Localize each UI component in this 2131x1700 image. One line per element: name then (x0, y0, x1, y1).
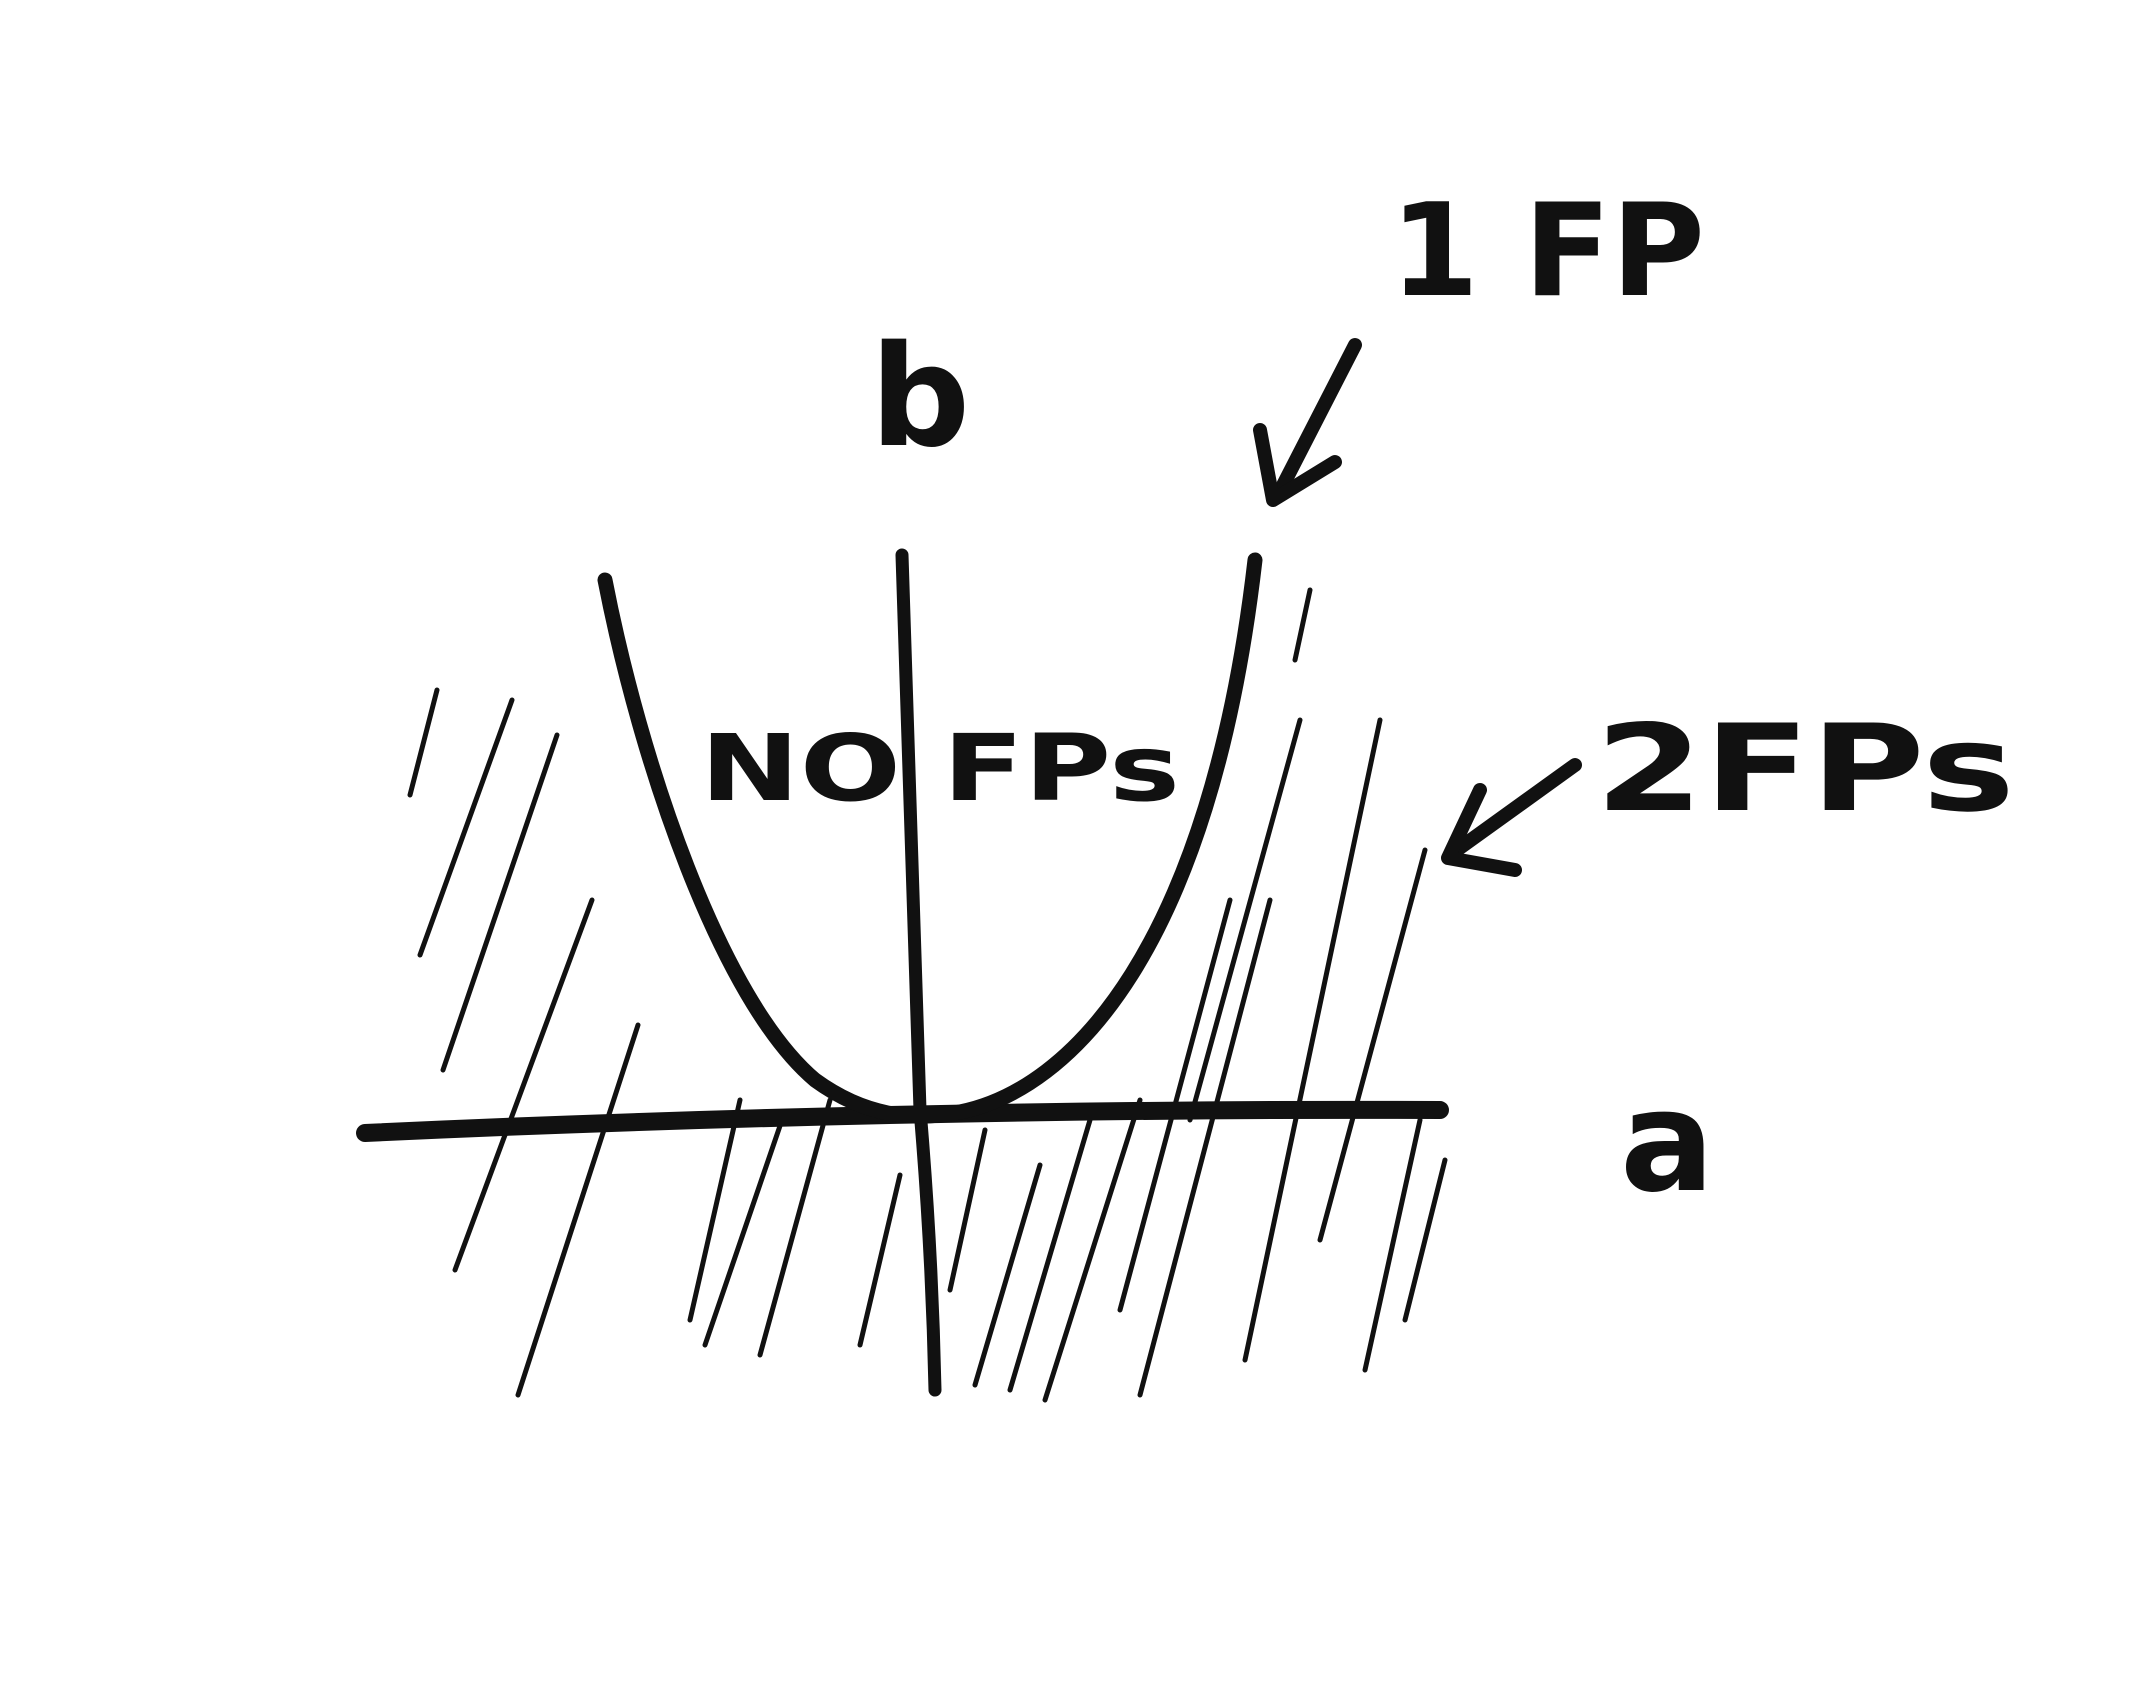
vertical-axis-b (895, 548, 942, 1397)
arrow-to-hatched-region (1441, 758, 1582, 877)
region-label-no-fps: NO FPs (700, 715, 1180, 822)
parabola-1fp-curve (597, 552, 1263, 1124)
axis-label-b: b (870, 316, 970, 479)
axis-label-a: a (1620, 1061, 1714, 1224)
region-label-2fps: 2FPs (1595, 700, 2015, 839)
arrow-to-parabola (1253, 338, 1362, 507)
region-label-1fp: 1 FP (1390, 177, 1705, 326)
